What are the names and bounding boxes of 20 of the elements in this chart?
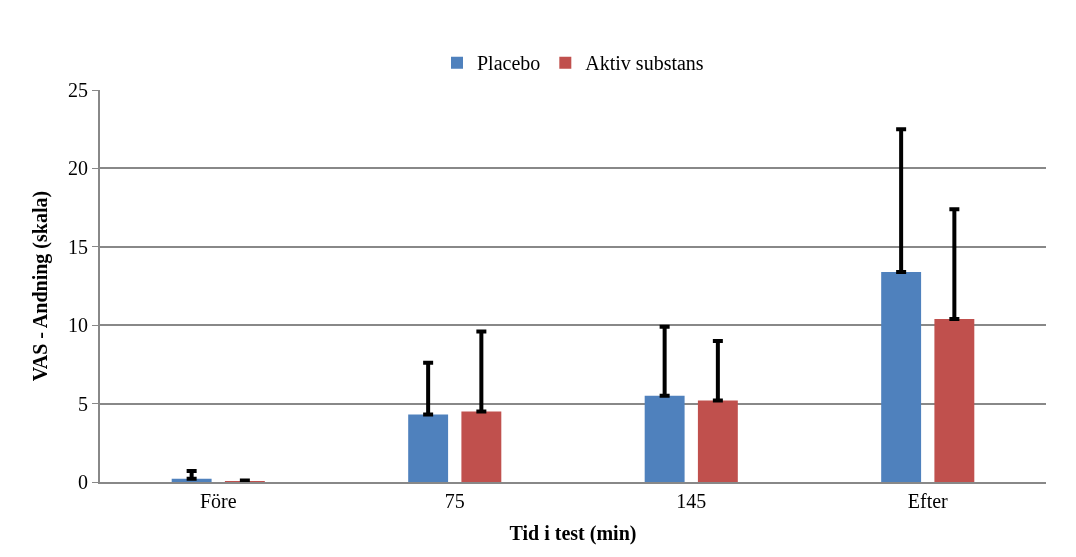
bar [408, 414, 449, 482]
bar [644, 395, 685, 482]
legend-label: Placebo [477, 52, 541, 75]
legend-label: Aktiv substans [585, 52, 704, 75]
x-axis-title: Tid i test (min) [509, 522, 637, 545]
y-tick-label: 25 [68, 79, 88, 101]
bar [697, 400, 738, 482]
x-tick-label: Efter [907, 490, 949, 512]
bar [881, 271, 922, 482]
y-tick-label: 10 [68, 314, 88, 337]
bar [934, 318, 975, 482]
y-tick-label: 5 [78, 392, 88, 415]
y-axis-title: VAS - Andning (skala) [29, 190, 52, 382]
bar [461, 411, 502, 482]
x-tick-label: 75 [444, 490, 465, 512]
y-tick-label: 20 [68, 157, 88, 180]
y-tick-label: 0 [78, 471, 88, 493]
x-tick-label: 145 [676, 490, 707, 512]
y-tick-label: 15 [68, 235, 88, 258]
x-tick-label: Före [199, 490, 237, 512]
